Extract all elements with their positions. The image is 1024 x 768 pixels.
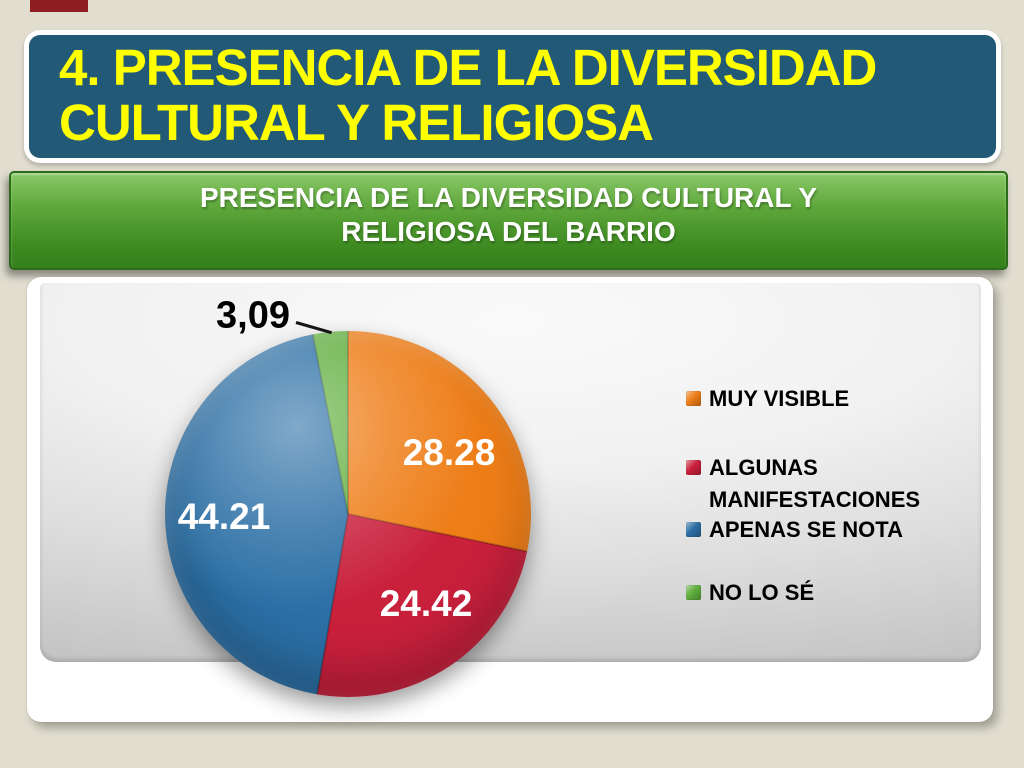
legend-swatch-orange xyxy=(686,391,701,406)
legend-label: MUY VISIBLE xyxy=(709,386,850,411)
corner-accent-bar xyxy=(30,0,88,12)
legend-swatch-green xyxy=(686,585,701,600)
pie-label-muy-visible: 28.28 xyxy=(402,432,496,473)
pie-label-algunas-manifestaciones: 24.42 xyxy=(379,583,473,624)
slide-title-bar: 4. PRESENCIA DE LA DIVERSIDAD CULTURAL Y… xyxy=(24,30,1001,163)
legend-item-apenas-se-nota: APENAS SE NOTA xyxy=(686,514,903,546)
legend-label: NO LO SÉ xyxy=(709,580,815,605)
pie-label-no-lo-se: 3,09 xyxy=(216,294,290,337)
pie-slice-divider xyxy=(347,331,349,514)
legend-item-no-lo-se: NO LO SÉ xyxy=(686,577,814,609)
pie-label-apenas-se-nota: 44.21 xyxy=(177,496,271,537)
legend-swatch-blue xyxy=(686,522,701,537)
legend-label: ALGUNAS MANIFESTACIONES xyxy=(709,455,921,512)
legend-label: APENAS SE NOTA xyxy=(709,517,903,542)
pie-gloss-overlay xyxy=(165,331,531,697)
chart-title: PRESENCIA DE LA DIVERSIDAD CULTURAL Y RE… xyxy=(199,182,818,248)
legend-item-muy-visible: MUY VISIBLE xyxy=(686,383,849,415)
slide-title: 4. PRESENCIA DE LA DIVERSIDAD CULTURAL Y… xyxy=(59,39,877,151)
slide-title-bar-inner: 4. PRESENCIA DE LA DIVERSIDAD CULTURAL Y… xyxy=(29,35,996,158)
chart-title-banner: PRESENCIA DE LA DIVERSIDAD CULTURAL Y RE… xyxy=(9,171,1008,270)
legend-swatch-red xyxy=(686,460,701,475)
legend-item-algunas-manifestaciones: ALGUNAS MANIFESTACIONES xyxy=(686,452,974,516)
pie-chart xyxy=(165,331,531,697)
